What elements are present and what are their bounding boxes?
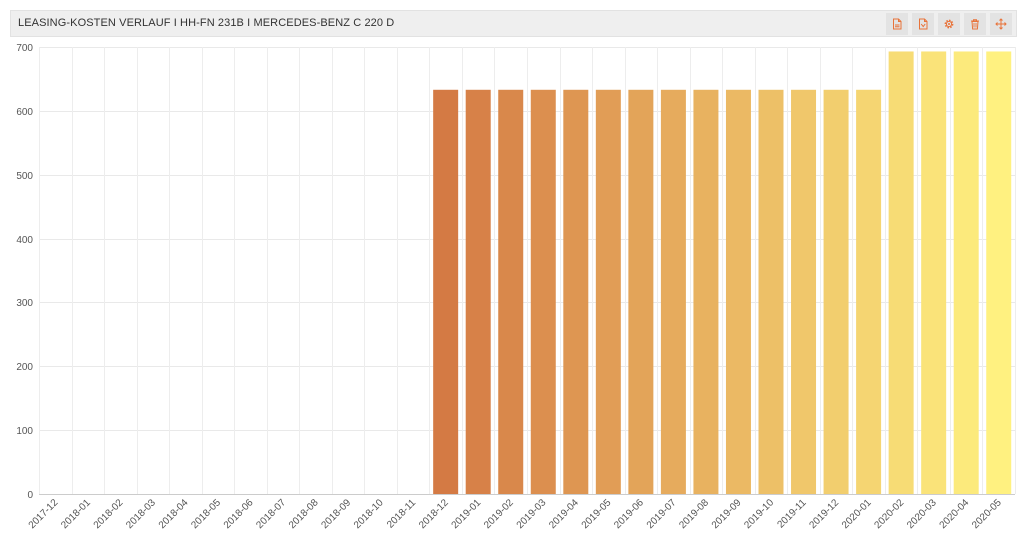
bar[interactable] [953,51,979,494]
export-pdf-button[interactable] [886,13,908,35]
y-tick-label: 100 [16,426,33,437]
x-tick-label: 2018-07 [254,497,288,531]
x-tick-label: 2020-05 [970,497,1004,531]
bar[interactable] [888,51,914,494]
file-export-icon [919,18,928,30]
x-tick-label: 2018-06 [222,497,256,531]
settings-button[interactable] [938,13,960,35]
y-tick-label: 200 [16,362,33,373]
move-arrows-icon [995,18,1007,30]
x-tick-label: 2018-09 [319,497,353,531]
bar[interactable] [563,89,589,494]
y-tick-label: 300 [16,298,33,309]
bar[interactable] [628,89,654,494]
x-tick-label: 2019-08 [677,497,711,531]
x-tick-label: 2017-12 [27,497,61,531]
x-tick-label: 2019-03 [515,497,549,531]
bar[interactable] [725,89,751,494]
x-tick-label: 2018-05 [189,497,223,531]
gear-icon [944,19,954,29]
widget-header: LEASING-KOSTEN VERLAUF I HH-FN 231B I ME… [10,10,1017,37]
x-tick-label: 2018-04 [157,497,191,531]
bar[interactable] [921,51,947,494]
bar[interactable] [856,89,882,494]
x-tick-label: 2018-11 [385,497,419,531]
x-tick-label: 2019-01 [450,497,484,531]
x-tick-label: 2019-09 [710,497,744,531]
x-tick-label: 2020-01 [840,497,874,531]
trash-icon [971,19,979,30]
bar[interactable] [530,89,556,494]
export-file-button[interactable] [912,13,934,35]
x-tick-label: 2018-03 [124,497,158,531]
bar[interactable] [986,51,1012,494]
bar[interactable] [595,89,621,494]
x-tick-label: 2020-04 [938,497,972,531]
bar[interactable] [465,89,491,494]
bar[interactable] [758,89,784,494]
delete-button[interactable] [964,13,986,35]
x-tick-label: 2019-05 [580,497,614,531]
x-tick-label: 2019-11 [775,497,809,531]
x-tick-label: 2018-08 [287,497,321,531]
y-tick-label: 600 [16,107,33,118]
bar[interactable] [693,89,719,494]
bar[interactable] [498,89,524,494]
bar[interactable] [791,89,817,494]
bar[interactable] [660,89,686,494]
x-tick-label: 2019-06 [612,497,646,531]
widget-toolbar [886,13,1012,35]
y-tick-label: 400 [16,235,33,246]
x-tick-label: 2019-04 [547,497,581,531]
x-tick-label: 2020-02 [873,497,907,531]
file-pdf-icon [893,18,902,30]
x-tick-label: 2018-12 [417,497,451,531]
x-tick-label: 2018-10 [352,497,386,531]
bar[interactable] [823,89,849,494]
x-tick-label: 2019-12 [807,497,841,531]
bar[interactable] [433,89,459,494]
widget-title: LEASING-KOSTEN VERLAUF I HH-FN 231B I ME… [18,17,395,29]
x-tick-label: 2019-02 [482,497,516,531]
x-tick-label: 2018-01 [59,497,93,531]
x-tick-label: 2019-07 [645,497,679,531]
y-tick-label: 700 [16,43,33,54]
x-tick-label: 2018-02 [92,497,126,531]
y-tick-label: 0 [27,490,33,501]
x-tick-label: 2020-03 [905,497,939,531]
y-tick-label: 500 [16,171,33,182]
move-button[interactable] [990,13,1012,35]
x-tick-label: 2019-10 [742,497,776,531]
